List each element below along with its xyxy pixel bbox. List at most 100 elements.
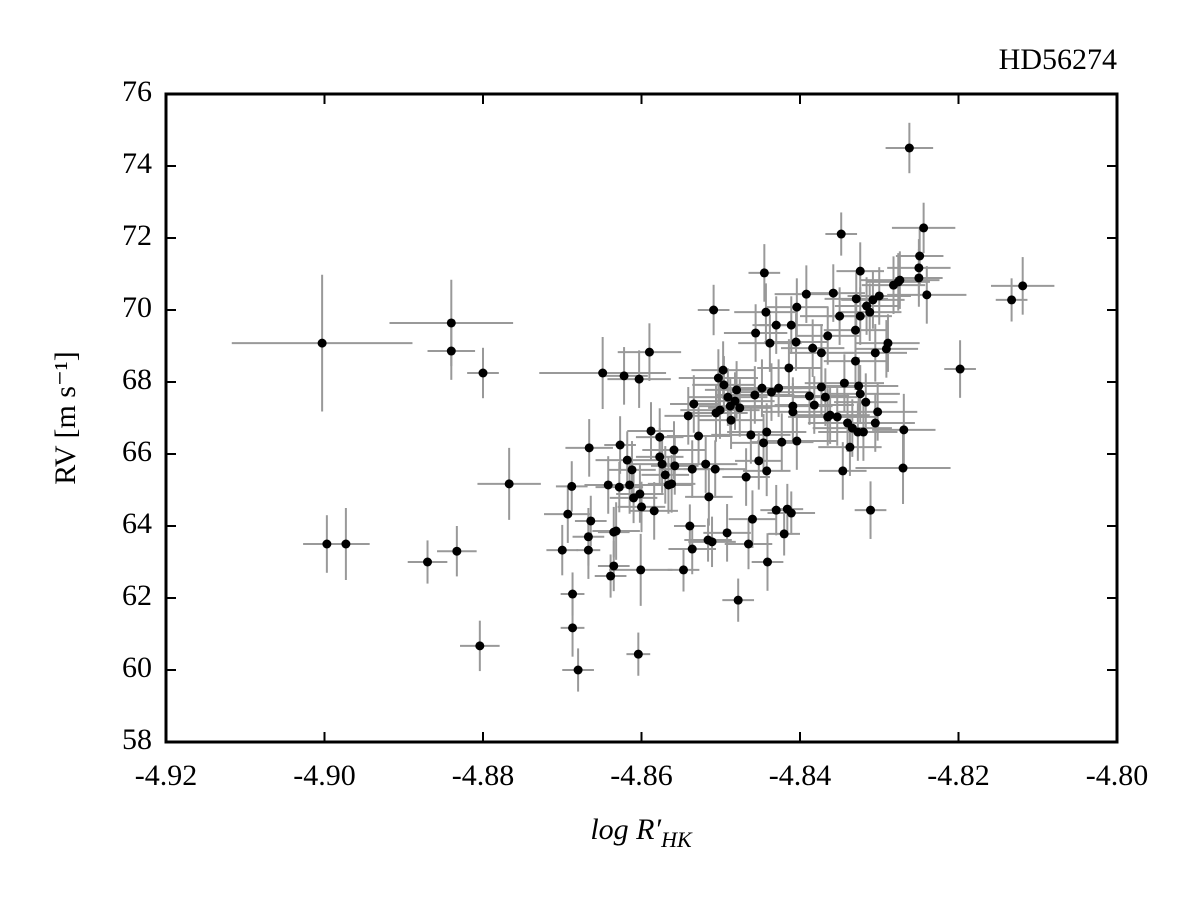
point xyxy=(801,289,811,299)
point xyxy=(557,545,567,555)
point xyxy=(715,405,725,415)
point xyxy=(955,364,965,374)
x-axis-label-sub: HK xyxy=(660,827,693,852)
point xyxy=(825,410,835,420)
point xyxy=(603,480,613,490)
point xyxy=(567,481,577,491)
point xyxy=(687,464,697,474)
point xyxy=(704,492,714,502)
point xyxy=(915,251,925,261)
point xyxy=(452,546,462,556)
point xyxy=(423,557,433,567)
point xyxy=(895,275,905,285)
point xyxy=(609,561,619,571)
point xyxy=(816,348,826,358)
point xyxy=(761,307,771,317)
point xyxy=(710,464,720,474)
point xyxy=(836,229,846,239)
point xyxy=(870,348,880,358)
point xyxy=(730,396,740,406)
point xyxy=(694,431,704,441)
point xyxy=(779,529,789,539)
plot-frame xyxy=(164,92,1119,744)
point xyxy=(634,374,644,384)
point xyxy=(820,392,830,402)
point xyxy=(762,427,772,437)
point xyxy=(1007,295,1017,305)
point xyxy=(679,565,689,575)
point xyxy=(687,544,697,554)
point xyxy=(446,346,456,356)
point xyxy=(655,432,665,442)
point xyxy=(606,571,616,581)
point xyxy=(855,266,865,276)
point xyxy=(874,291,884,301)
point xyxy=(689,399,699,409)
point xyxy=(791,337,801,347)
x-tick-label: -4.84 xyxy=(769,759,832,792)
point xyxy=(733,595,743,605)
point xyxy=(636,565,646,575)
x-axis-label: log R′HK xyxy=(590,813,693,852)
point xyxy=(904,143,914,153)
point xyxy=(670,461,680,471)
point xyxy=(619,371,629,381)
point xyxy=(622,455,632,465)
point xyxy=(809,400,819,410)
point xyxy=(614,482,624,492)
point xyxy=(568,623,578,633)
point xyxy=(873,407,883,417)
point xyxy=(573,665,583,675)
x-tick-label: -4.82 xyxy=(927,759,990,792)
point xyxy=(898,463,908,473)
point xyxy=(722,528,732,538)
x-tick-label: -4.88 xyxy=(452,759,515,792)
point xyxy=(914,263,924,273)
point xyxy=(584,443,594,453)
point xyxy=(899,425,909,435)
y-tick-label: 62 xyxy=(122,579,152,612)
point xyxy=(861,397,871,407)
point xyxy=(823,331,833,341)
point xyxy=(777,437,787,447)
y-tick-label: 64 xyxy=(122,507,152,540)
y-tick-label: 74 xyxy=(122,147,152,180)
point xyxy=(855,311,865,321)
y-tick-label: 58 xyxy=(122,723,152,756)
point xyxy=(322,539,332,549)
point xyxy=(788,407,798,417)
point xyxy=(341,539,351,549)
point xyxy=(475,641,485,651)
point xyxy=(762,466,772,476)
point xyxy=(759,438,769,448)
point xyxy=(719,380,729,390)
point xyxy=(586,516,596,526)
point xyxy=(598,368,608,378)
point xyxy=(317,338,327,348)
point xyxy=(808,343,818,353)
y-tick-label: 68 xyxy=(122,363,152,396)
point xyxy=(667,479,677,489)
point xyxy=(718,365,728,375)
point xyxy=(685,521,695,531)
point xyxy=(649,506,659,516)
point xyxy=(583,532,593,542)
point xyxy=(646,426,656,436)
point xyxy=(854,381,864,391)
point xyxy=(504,479,514,489)
point xyxy=(845,442,855,452)
point xyxy=(743,539,753,549)
point xyxy=(701,459,711,469)
point xyxy=(763,557,773,567)
x-tick-label: -4.92 xyxy=(135,759,198,792)
x-tick-label: -4.80 xyxy=(1086,759,1149,792)
y-tick-label: 76 xyxy=(122,75,152,108)
point xyxy=(563,509,573,519)
y-tick-label: 60 xyxy=(122,651,152,684)
point xyxy=(914,273,924,283)
point xyxy=(828,288,838,298)
point xyxy=(858,427,868,437)
point xyxy=(919,223,929,233)
point xyxy=(625,480,635,490)
point xyxy=(747,514,757,524)
